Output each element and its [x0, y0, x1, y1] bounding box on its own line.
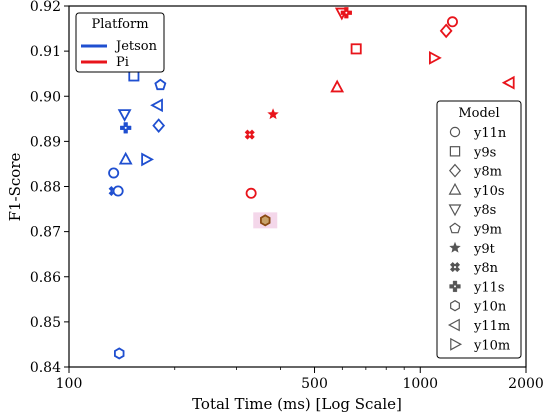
legend-label-y10s: y10s [473, 184, 505, 199]
point-pi-y9t [267, 108, 279, 120]
y-tick-label: 0.87 [30, 225, 61, 241]
y-tick-label: 0.85 [30, 315, 61, 331]
legend-label-y10m: y10m [473, 338, 510, 353]
legend-marker-y9m [449, 222, 461, 234]
legend-marker-y8n [449, 262, 461, 273]
point-jetson-y11n [112, 185, 124, 197]
legend-label-pi: Pi [116, 55, 129, 70]
x-tick-label: 1000 [402, 376, 438, 392]
legend-label-y8n: y8n [473, 261, 499, 276]
model-legend: Model y11n y9s y8m y10s y8s y9m y9t y8n y11s y10n… [436, 100, 522, 359]
point-jetson-y10n [114, 347, 125, 360]
y-tick-label: 0.91 [30, 44, 61, 60]
legend-label-y10n: y10n [473, 300, 507, 315]
point-jetson-y9m [154, 78, 167, 91]
point-pi-y11n [245, 187, 257, 199]
legend-marker-y10m [450, 337, 463, 351]
y-tick-label: 0.92 [30, 0, 61, 15]
y-axis-label: F1-Score [6, 152, 24, 221]
y-tick-label: 0.88 [30, 180, 61, 196]
point-jetson-y10m [141, 152, 155, 167]
point-jetson-y8m [152, 118, 166, 133]
legend-label-y11n: y11n [473, 126, 507, 141]
point-pi-y11m [501, 75, 515, 90]
x-tick-label: 500 [301, 376, 328, 392]
legend-marker-y9s [449, 146, 461, 157]
x-tick-label: 2000 [508, 376, 544, 392]
legend-marker-y8s [448, 204, 462, 217]
legend-label-jetson: Jetson [114, 39, 158, 54]
point-jetson-y11n [108, 167, 120, 179]
point-jetson-y8s [117, 109, 132, 122]
legend-label-y8m: y8m [473, 165, 502, 180]
x-axis-ticks: 100 500 1000 2000 [56, 367, 544, 392]
legend-label-y9t: y9t [473, 242, 496, 257]
y-tick-label: 0.90 [30, 89, 61, 105]
y-tick-label: 0.84 [30, 360, 61, 376]
point-pi-y11s [340, 7, 352, 19]
point-pi-y10s [330, 79, 345, 93]
legend-label-y9s: y9s [473, 145, 496, 160]
legend-label-y9m: y9m [473, 223, 502, 238]
point-pi-y9m [260, 214, 271, 227]
point-pi-y11n [446, 16, 458, 28]
legend-marker-y11n [449, 126, 461, 138]
legend-label-y11m: y11m [473, 319, 510, 334]
x-tick-label: 100 [56, 376, 83, 392]
legend-marker-y10s [448, 182, 462, 195]
legend-marker-y8m [449, 163, 461, 178]
point-jetson-y11m [150, 98, 163, 113]
point-jetson-y11s [120, 122, 132, 134]
point-pi-y8n [244, 129, 255, 140]
data-points [108, 7, 515, 360]
legend-marker-y10n [450, 300, 460, 312]
platform-legend-box [75, 12, 165, 73]
point-jetson-y9s [128, 70, 140, 82]
x-axis-label: Total Time (ms) [Log Scale] [192, 395, 402, 413]
legend-label-y11s: y11s [473, 280, 505, 295]
legend-marker-y11m [447, 318, 460, 332]
point-pi-y10m [429, 50, 442, 65]
legend-label-y8s: y8s [473, 203, 496, 218]
platform-legend-title: Platform [91, 17, 148, 32]
model-legend-items: y11n y9s y8m y10s y8s y9m y9t y8n y11s y10n y11m y1… [447, 126, 510, 353]
model-legend-title: Model [458, 106, 499, 121]
legend-marker-y9t [449, 241, 461, 253]
model-legend-box [436, 100, 522, 359]
platform-legend: Platform Jetson Pi [75, 12, 165, 73]
y-tick-label: 0.86 [30, 270, 61, 286]
y-axis-ticks: 0.84 0.85 0.86 0.87 0.88 0.89 0.90 0.91 0.92 [30, 0, 69, 376]
point-jetson-y10s [118, 151, 133, 165]
y-tick-label: 0.89 [30, 134, 61, 150]
point-pi-y8m [439, 23, 453, 39]
legend-marker-y11s [449, 280, 461, 292]
point-pi-y9s [350, 43, 362, 55]
